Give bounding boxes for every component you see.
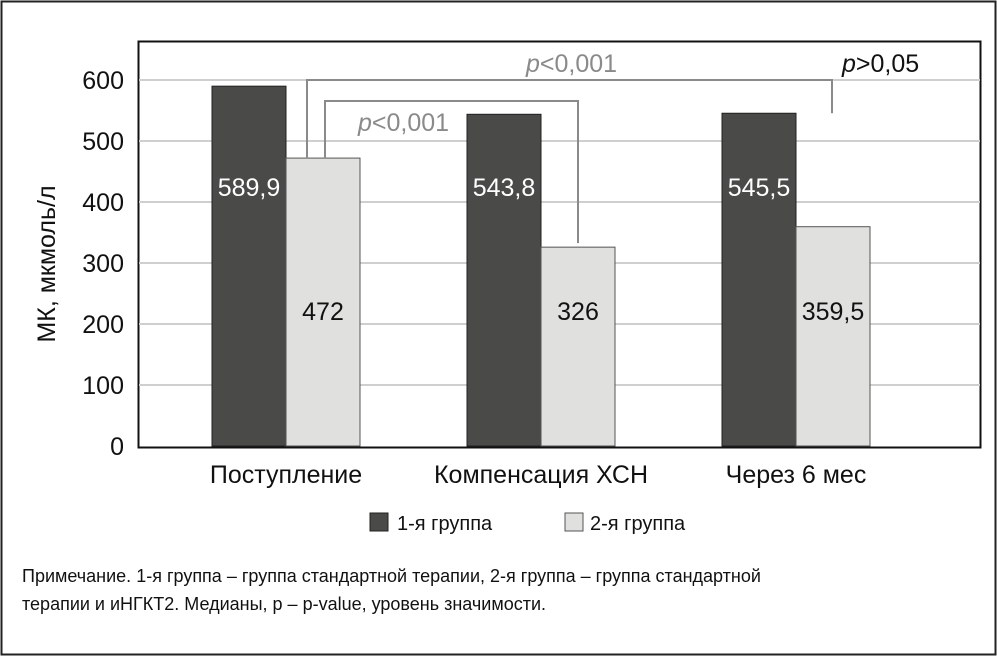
legend-label: 2-я группа xyxy=(590,513,686,535)
significance-bracket-inner xyxy=(324,100,579,244)
data-label: 543,8 xyxy=(473,174,536,202)
y-axis-label: МК, мкмоль/л xyxy=(33,185,61,342)
y-tick-label: 100 xyxy=(82,372,124,400)
bar-1-group xyxy=(721,112,797,447)
bar-2-group xyxy=(285,157,361,447)
note-line-2: терапии и иНГКТ2. Медианы, p – p-value, … xyxy=(22,594,547,614)
data-label: 472 xyxy=(302,298,344,326)
x-tick-label: Компенсация ХСН xyxy=(434,461,648,489)
y-tick-label: 600 xyxy=(82,67,124,95)
p-value-annotation-inner: p<0,001 xyxy=(357,109,449,137)
p-value-annotation-group3: p>0,05 xyxy=(841,50,919,78)
legend-label: 1-я группа xyxy=(397,513,493,535)
legend-swatch xyxy=(564,512,584,532)
bar-1-group xyxy=(211,85,287,447)
data-label: 359,5 xyxy=(802,298,865,326)
y-tick-label: 500 xyxy=(82,128,124,156)
legend-swatch xyxy=(369,512,389,532)
y-tick-label: 400 xyxy=(82,189,124,217)
bar-1-group xyxy=(466,113,542,447)
x-tick-label: Через 6 мес xyxy=(726,461,867,489)
bar-2-group xyxy=(795,226,871,447)
p-value-annotation-outer: p<0,001 xyxy=(525,50,617,78)
significance-bracket-outer xyxy=(306,79,833,159)
x-tick-label: Поступление xyxy=(210,461,362,489)
data-label: 545,5 xyxy=(728,174,791,202)
data-label: 326 xyxy=(557,298,599,326)
data-label: 589,9 xyxy=(218,174,281,202)
y-tick-label: 200 xyxy=(82,311,124,339)
bar-2-group xyxy=(540,246,616,447)
y-tick-label: 0 xyxy=(110,433,124,461)
note-line-1: Примечание. 1-я группа – группа стандарт… xyxy=(22,566,761,586)
y-tick-label: 300 xyxy=(82,250,124,278)
